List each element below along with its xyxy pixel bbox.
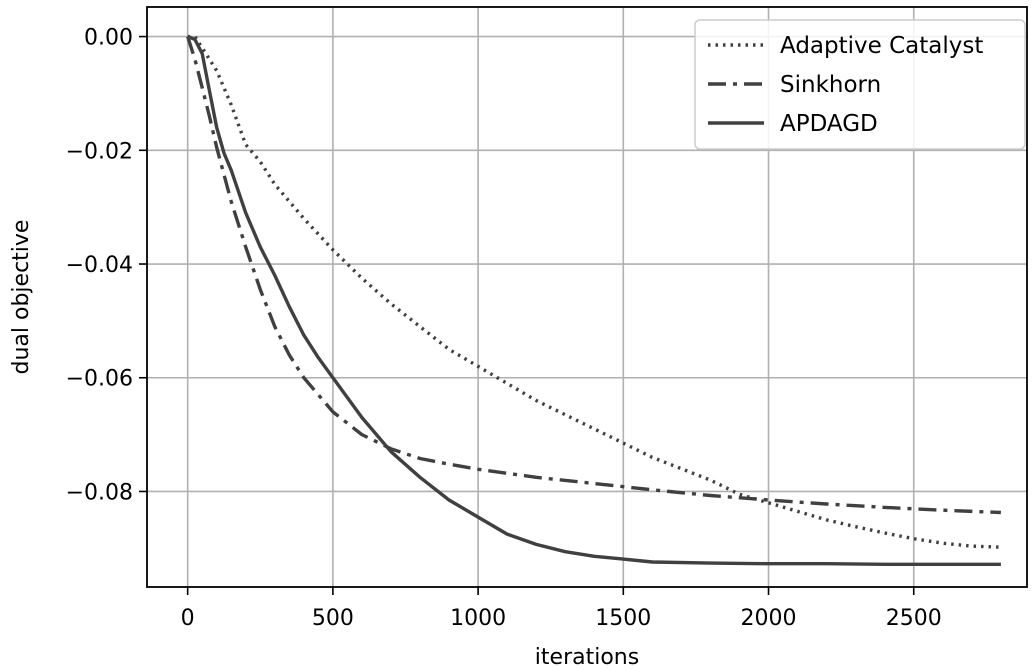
x-axis-ticks: 0 500 1000 1500 2000 2500 xyxy=(181,587,942,631)
y-axis-ticks: 0.00 −0.02 −0.04 −0.06 −0.08 xyxy=(66,26,147,505)
x-tick-label: 500 xyxy=(312,606,354,631)
series-line-adaptive-catalyst xyxy=(187,34,1001,549)
y-tick-label: −0.08 xyxy=(66,480,133,505)
y-tick-label: −0.04 xyxy=(66,253,133,278)
series-line-sinkhorn xyxy=(186,36,1001,515)
y-tick-label: −0.06 xyxy=(66,367,133,392)
legend-label-sinkhorn: Sinkhorn xyxy=(780,72,881,98)
y-tick-label: −0.02 xyxy=(66,139,133,164)
legend: Adaptive Catalyst Sinkhorn APDAGD xyxy=(694,19,1026,150)
x-tick-label: 2000 xyxy=(741,606,797,631)
y-tick-label: 0.00 xyxy=(84,26,133,51)
legend-label-apdagd: APDAGD xyxy=(780,111,878,137)
x-tick-label: 0 xyxy=(181,606,195,631)
series-lines xyxy=(186,34,1001,566)
x-tick-label: 1000 xyxy=(450,606,506,631)
x-axis-label: iterations xyxy=(535,645,639,670)
plot-frame xyxy=(146,6,1028,588)
legend-label-adaptive-catalyst: Adaptive Catalyst xyxy=(780,33,983,59)
x-tick-label: 1500 xyxy=(595,606,651,631)
x-tick-label: 2500 xyxy=(886,606,942,631)
series-line-apdagd xyxy=(187,35,1001,566)
y-axis-label: dual objective xyxy=(9,220,34,375)
legend-box xyxy=(694,19,1026,150)
